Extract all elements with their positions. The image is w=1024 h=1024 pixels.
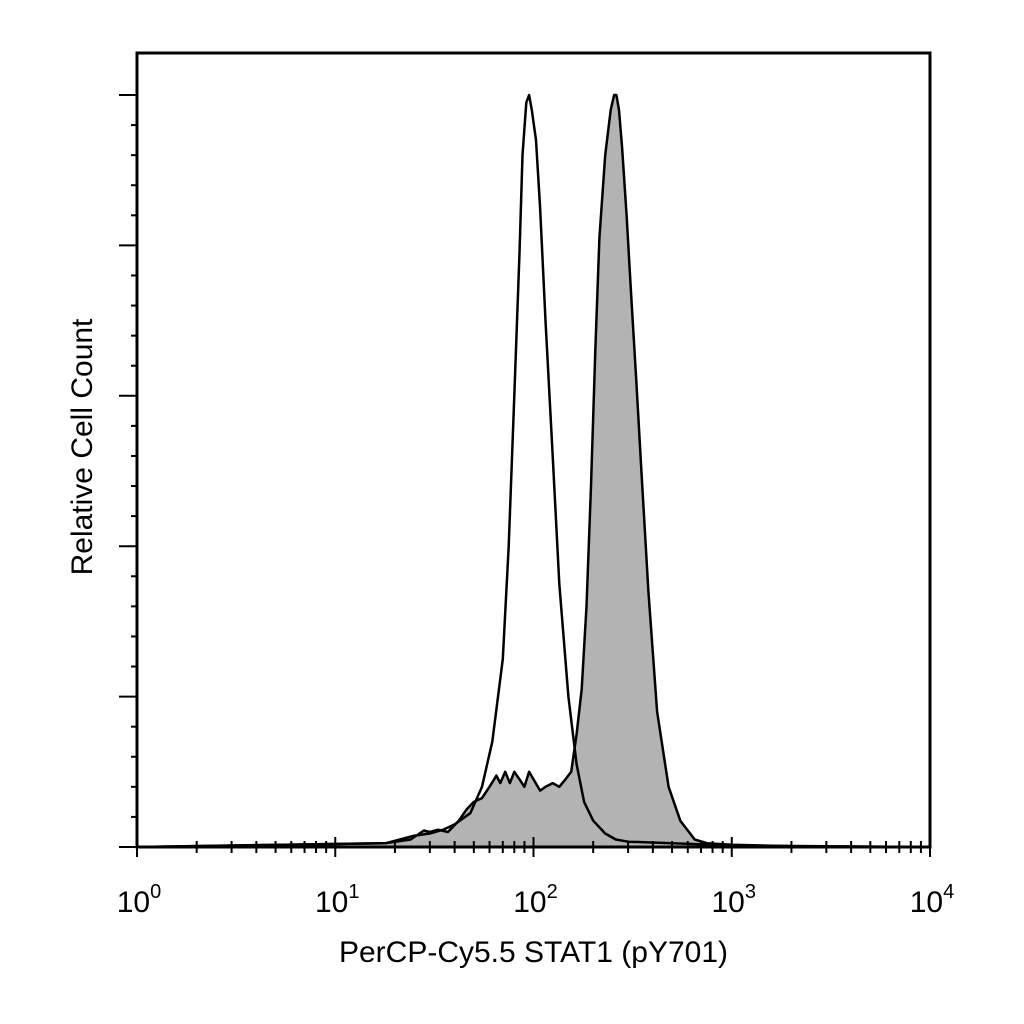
x-axis-title: PerCP-Cy5.5 STAT1 (pY701) — [339, 936, 728, 969]
y-axis-title: Relative Cell Count — [66, 318, 99, 575]
y-axis-ticks — [119, 94, 137, 848]
x-axis-tick-labels: 100 101 102 103 104 — [117, 881, 955, 919]
series-1-fill — [137, 95, 930, 847]
series-1-line — [136, 93, 931, 849]
x-tick-label: 100 — [117, 881, 162, 919]
x-tick-label: 103 — [712, 881, 757, 919]
x-tick-label: 104 — [910, 881, 955, 919]
series-0-line — [136, 93, 931, 849]
series-layer — [136, 93, 931, 849]
plot-frame — [135, 51, 932, 849]
x-tick-label: 101 — [315, 881, 360, 919]
x-tick-label: 102 — [513, 881, 558, 919]
x-axis-ticks — [136, 837, 931, 857]
